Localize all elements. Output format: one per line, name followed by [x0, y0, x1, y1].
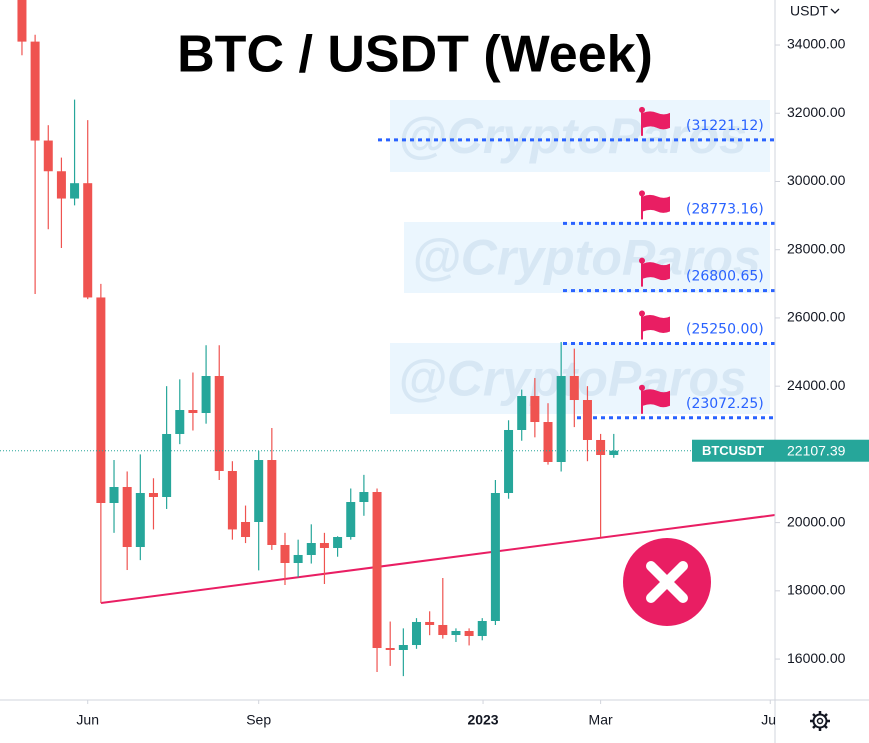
trend-line	[100, 514, 775, 604]
x-tick-label: Mar	[589, 712, 613, 728]
y-tick-label: 24000.00	[787, 377, 846, 393]
level-label: (28773.16)	[686, 201, 764, 217]
symbol-box	[692, 439, 775, 462]
settings-icon[interactable]	[810, 711, 830, 731]
candle-body	[254, 460, 264, 522]
y-tick-label: 34000.00	[787, 36, 846, 52]
candle-body	[227, 470, 237, 530]
flag-tip	[639, 106, 645, 113]
candle-body	[162, 433, 172, 497]
candle-body	[556, 375, 566, 462]
candle-body	[346, 502, 356, 538]
flag-tip	[639, 384, 645, 391]
y-tick-label: 28000.00	[787, 240, 846, 256]
candle-body	[43, 140, 53, 172]
axis-unit[interactable]: USDT	[790, 3, 829, 19]
level-label: (31221.12)	[686, 118, 764, 134]
candle-body	[280, 544, 290, 564]
candle-body	[109, 486, 119, 503]
candle-body	[490, 493, 500, 621]
candle-body	[17, 0, 27, 42]
watermark-box	[390, 343, 770, 414]
watermark: @CryptoParos	[412, 230, 761, 286]
candle-body	[398, 645, 408, 650]
candle-body	[306, 543, 316, 555]
watermarks: @CryptoParos@CryptoParos@CryptoParos	[390, 100, 770, 414]
candle-body	[359, 492, 369, 503]
candle-body	[385, 648, 395, 650]
candle-body	[582, 400, 592, 440]
candle-body	[148, 493, 158, 497]
candle-body	[135, 493, 145, 548]
flag	[643, 389, 670, 408]
candle-body	[188, 410, 198, 414]
x-tick-label: Sep	[246, 712, 271, 728]
candle-body	[438, 624, 448, 636]
y-tick-label: 20000.00	[787, 513, 846, 529]
candle-body	[451, 630, 461, 636]
candle-body	[175, 410, 185, 434]
flag	[643, 262, 670, 281]
level-label: (23072.25)	[686, 396, 764, 412]
candle-body	[96, 297, 106, 503]
candle-body	[543, 422, 553, 462]
y-tick-label: 26000.00	[787, 309, 846, 325]
candle-body	[596, 439, 606, 455]
flag-tip	[639, 310, 645, 317]
candle-body	[333, 537, 343, 548]
y-tick-label: 30000.00	[787, 172, 846, 188]
candle-body	[241, 521, 251, 538]
candle-body	[609, 450, 619, 455]
x-tick-label: Jun	[76, 712, 99, 728]
candle-body	[425, 621, 435, 625]
symbol-label: BTCUSDT	[702, 443, 764, 458]
candle-body	[569, 375, 579, 401]
flag	[643, 194, 670, 213]
candle-body	[83, 183, 93, 298]
watermark: @CryptoParos	[398, 108, 747, 164]
candle-body	[214, 375, 224, 471]
candle-body	[30, 41, 40, 141]
x-tick-label: Jul	[761, 712, 779, 728]
candle-body	[517, 396, 527, 430]
candle-body	[201, 375, 211, 414]
plot-area: (31221.12) (28773.16) (26800.65) (25250.00)…	[0, 0, 775, 677]
y-tick-label: 16000.00	[787, 650, 846, 666]
candle-body	[477, 620, 487, 637]
y-tick-label: 32000.00	[787, 104, 846, 120]
flag	[643, 111, 670, 130]
x-tick-label: 2023	[467, 712, 498, 728]
level-label: (26800.65)	[686, 269, 764, 285]
watermark-box	[404, 222, 770, 293]
candle-body	[372, 492, 382, 649]
candle-body	[411, 621, 421, 646]
flag-tip	[639, 257, 645, 264]
candle-body	[267, 460, 277, 545]
y-tick-label: 18000.00	[787, 582, 846, 598]
candle-body	[293, 554, 303, 564]
candle-body	[56, 171, 66, 199]
candle-body	[70, 183, 80, 199]
unit-dropdown[interactable]	[830, 8, 840, 14]
candle-body	[319, 543, 329, 548]
watermark-box	[390, 100, 770, 172]
candle-body	[464, 630, 474, 637]
candle-body	[530, 396, 540, 423]
candle-body	[122, 486, 132, 548]
flag	[643, 315, 670, 334]
chart-title: BTC / USDT (Week)	[177, 26, 653, 84]
candle-body	[504, 429, 514, 494]
level-label: (25250.00)	[686, 322, 764, 338]
price-box	[775, 439, 869, 462]
cancel-icon	[623, 538, 711, 626]
flag-tip	[639, 190, 645, 197]
price-label: 22107.39	[787, 442, 846, 458]
